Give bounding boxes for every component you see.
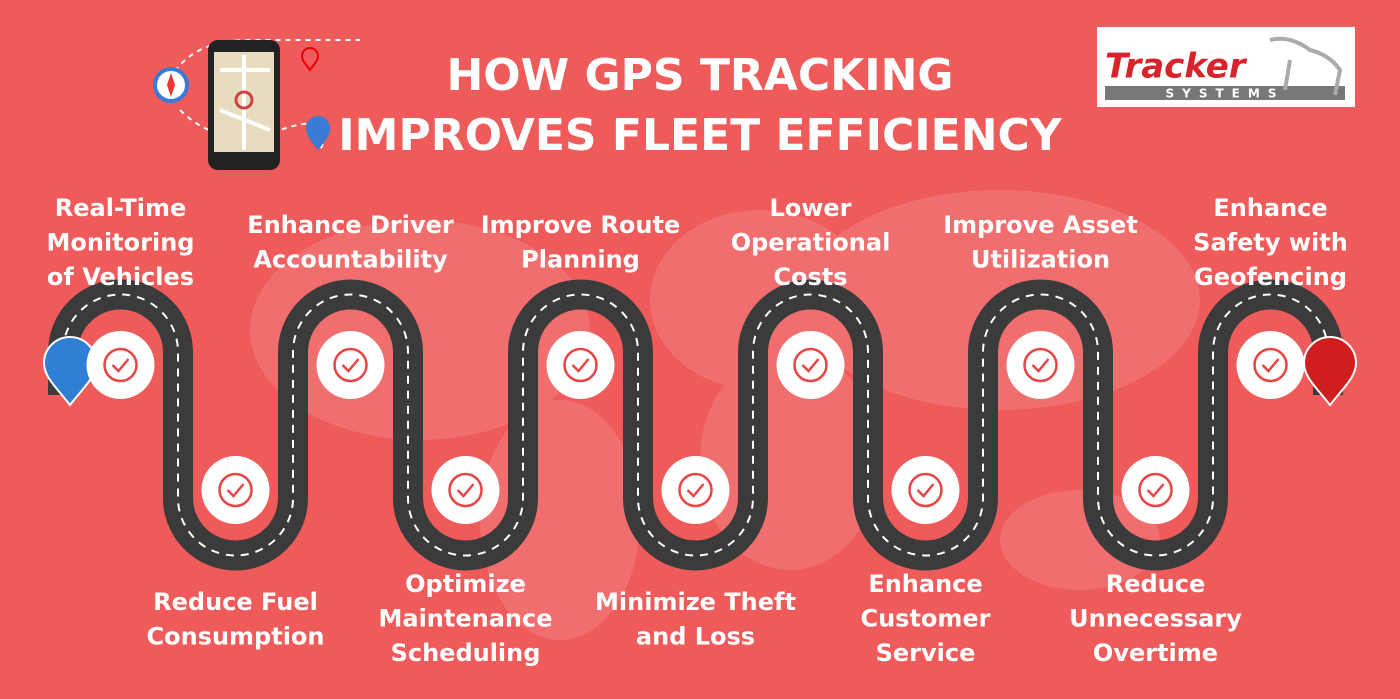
step-icon-glyph xyxy=(341,358,360,373)
step-icon-glyph xyxy=(333,347,368,383)
step-label: Enhance xyxy=(868,570,982,598)
step-icon-glyph xyxy=(1253,347,1288,383)
logo: Tracker SYSTEMS xyxy=(1097,27,1355,107)
step-label: Monitoring xyxy=(47,229,195,257)
step-icon-glyph xyxy=(793,347,828,383)
step-label: Overtime xyxy=(1093,639,1218,667)
pin xyxy=(1302,336,1358,407)
step-icon-glyph xyxy=(111,358,130,373)
step-icon xyxy=(891,456,960,524)
step-label: Geofencing xyxy=(1194,263,1347,291)
step-label: Reduce Fuel xyxy=(153,588,318,616)
step-label: Enhance xyxy=(1213,194,1327,222)
step-label: of Vehicles xyxy=(47,263,194,291)
step-label: Accountability xyxy=(253,246,448,274)
step-label: Reduce xyxy=(1106,570,1206,598)
step-icon xyxy=(546,331,615,399)
step-icon xyxy=(1006,331,1075,399)
step-label: Service xyxy=(876,639,976,667)
step-icon-glyph xyxy=(1023,347,1058,383)
step-icon xyxy=(86,331,155,399)
logo-name: Tracker xyxy=(1105,47,1248,87)
step-icon-glyph xyxy=(226,483,245,498)
step-icon xyxy=(1236,331,1305,399)
step-icon-glyph xyxy=(908,472,943,508)
title-line: HOW GPS TRACKING xyxy=(446,50,953,101)
step-icon xyxy=(316,331,385,399)
step-icon-glyph xyxy=(218,472,253,508)
step-label: Enhance Driver xyxy=(247,211,454,239)
step-label: Scheduling xyxy=(391,639,541,667)
step-icon xyxy=(431,456,500,524)
step-label: Unnecessary xyxy=(1069,605,1242,633)
step-icon-glyph xyxy=(1031,358,1050,373)
step-icon-glyph xyxy=(916,483,935,498)
title-line: IMPROVES FLEET EFFICIENCY xyxy=(338,110,1063,161)
logo-sub: SYSTEMS xyxy=(1166,87,1285,101)
step-icon-glyph xyxy=(103,347,138,383)
step-icon-glyph xyxy=(1146,483,1165,498)
step-label: Utilization xyxy=(971,246,1110,274)
step-icon-glyph xyxy=(1138,472,1173,508)
step-label: Costs xyxy=(773,263,847,291)
step-icon xyxy=(201,456,270,524)
step-icon-glyph xyxy=(686,483,705,498)
step-label: Customer xyxy=(860,605,990,633)
step-icon-glyph xyxy=(563,347,598,383)
step-icon-glyph xyxy=(678,472,713,508)
step-label: Real-Time xyxy=(55,194,187,222)
road-line xyxy=(62,293,1329,557)
step-label: and Loss xyxy=(636,623,755,651)
step-icon-glyph xyxy=(571,358,590,373)
step-label: Minimize Theft xyxy=(595,588,796,616)
step-label: Planning xyxy=(521,246,640,274)
step-label: Operational xyxy=(731,229,891,257)
steps: Real-Time Monitoring of Vehicles Reduce Fue… xyxy=(47,194,1348,667)
step-label: Maintenance xyxy=(378,605,552,633)
step-icon xyxy=(776,331,845,399)
step-label: Consumption xyxy=(146,623,324,651)
step-icon xyxy=(1121,456,1190,524)
step-label: Safety with xyxy=(1193,229,1348,257)
step-icon xyxy=(661,456,730,524)
step-icon-glyph xyxy=(448,472,483,508)
step-label: Optimize xyxy=(405,570,526,598)
step-icon-glyph xyxy=(456,483,475,498)
step-icon-glyph xyxy=(1261,358,1280,373)
phone-illustration xyxy=(153,38,360,170)
step-label: Improve Asset xyxy=(943,211,1138,239)
step-label: Improve Route xyxy=(481,211,681,239)
step-icon-glyph xyxy=(801,358,820,373)
step-label: Lower xyxy=(769,194,851,222)
